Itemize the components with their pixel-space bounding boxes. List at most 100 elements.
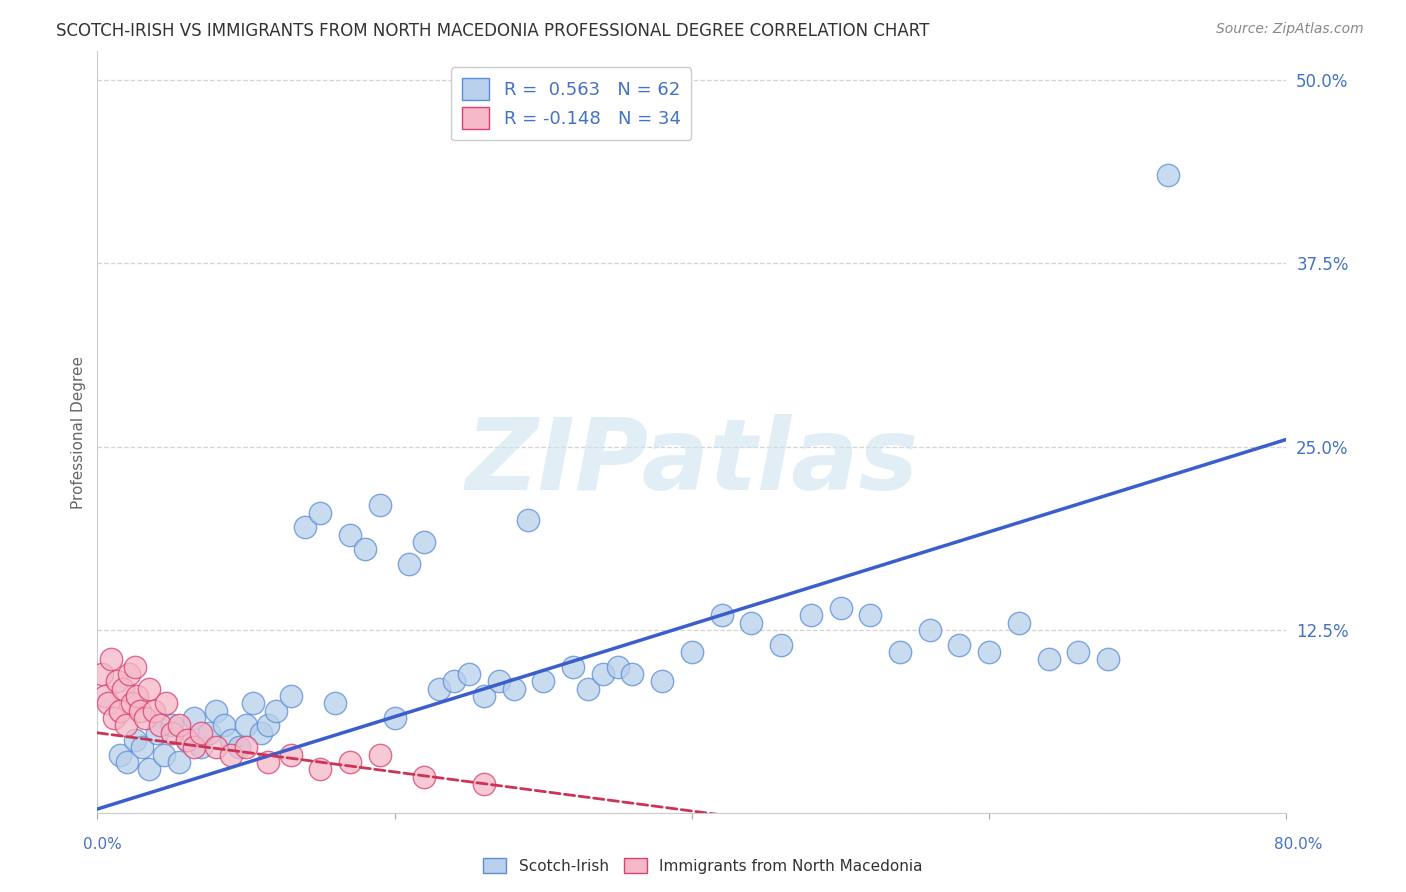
Point — [651, 674, 673, 689]
Point — [264, 704, 287, 718]
Text: ZIPatlas: ZIPatlas — [465, 414, 918, 511]
Point — [830, 601, 852, 615]
Point — [294, 520, 316, 534]
Point — [427, 681, 450, 696]
Point — [131, 740, 153, 755]
Point — [129, 704, 152, 718]
Point — [354, 542, 377, 557]
Point — [183, 740, 205, 755]
Point — [1038, 652, 1060, 666]
Point — [176, 733, 198, 747]
Point — [205, 740, 228, 755]
Point — [710, 608, 733, 623]
Point — [606, 660, 628, 674]
Point — [1067, 645, 1090, 659]
Point — [1097, 652, 1119, 666]
Point — [517, 513, 540, 527]
Point — [219, 733, 242, 747]
Point — [502, 681, 524, 696]
Point — [167, 718, 190, 732]
Legend: Scotch-Irish, Immigrants from North Macedonia: Scotch-Irish, Immigrants from North Mace… — [478, 852, 928, 880]
Point — [800, 608, 823, 623]
Point — [384, 711, 406, 725]
Point — [235, 718, 257, 732]
Point — [235, 740, 257, 755]
Point — [114, 718, 136, 732]
Point — [105, 674, 128, 689]
Point — [472, 689, 495, 703]
Point — [562, 660, 585, 674]
Y-axis label: Professional Degree: Professional Degree — [72, 356, 86, 508]
Point — [770, 638, 793, 652]
Point — [212, 718, 235, 732]
Point — [198, 726, 221, 740]
Point — [190, 726, 212, 740]
Point — [1008, 615, 1031, 630]
Point — [146, 726, 169, 740]
Point — [531, 674, 554, 689]
Point — [108, 704, 131, 718]
Point — [1156, 169, 1178, 183]
Point — [138, 681, 160, 696]
Point — [576, 681, 599, 696]
Point — [889, 645, 911, 659]
Point — [153, 747, 176, 762]
Point — [740, 615, 762, 630]
Point — [948, 638, 970, 652]
Point — [413, 770, 436, 784]
Point — [309, 763, 332, 777]
Point — [368, 747, 391, 762]
Point — [155, 697, 177, 711]
Point — [190, 740, 212, 755]
Point — [859, 608, 882, 623]
Point — [183, 711, 205, 725]
Point — [149, 718, 172, 732]
Point — [134, 711, 156, 725]
Point — [167, 755, 190, 769]
Point — [127, 689, 149, 703]
Point — [115, 755, 138, 769]
Point — [280, 747, 302, 762]
Text: Source: ZipAtlas.com: Source: ZipAtlas.com — [1216, 22, 1364, 37]
Point — [488, 674, 510, 689]
Text: SCOTCH-IRISH VS IMMIGRANTS FROM NORTH MACEDONIA PROFESSIONAL DEGREE CORRELATION : SCOTCH-IRISH VS IMMIGRANTS FROM NORTH MA… — [56, 22, 929, 40]
Point — [160, 726, 183, 740]
Text: 80.0%: 80.0% — [1274, 838, 1322, 852]
Point — [257, 718, 280, 732]
Point — [250, 726, 273, 740]
Point — [368, 499, 391, 513]
Point — [472, 777, 495, 791]
Point — [176, 733, 198, 747]
Point — [111, 681, 134, 696]
Point — [108, 747, 131, 762]
Point — [138, 763, 160, 777]
Point — [918, 623, 941, 637]
Text: 0.0%: 0.0% — [83, 838, 122, 852]
Point — [90, 667, 112, 681]
Legend: R =  0.563   N = 62, R = -0.148   N = 34: R = 0.563 N = 62, R = -0.148 N = 34 — [451, 67, 692, 140]
Point — [443, 674, 465, 689]
Point — [219, 747, 242, 762]
Point — [339, 528, 361, 542]
Point — [205, 704, 228, 718]
Point — [681, 645, 703, 659]
Point — [100, 652, 122, 666]
Point — [621, 667, 644, 681]
Point — [228, 740, 250, 755]
Point — [398, 557, 420, 571]
Point — [339, 755, 361, 769]
Point — [103, 711, 125, 725]
Point — [160, 718, 183, 732]
Point — [979, 645, 1001, 659]
Point — [592, 667, 614, 681]
Point — [242, 697, 264, 711]
Point — [142, 704, 165, 718]
Point — [458, 667, 481, 681]
Point — [94, 689, 117, 703]
Point — [309, 506, 332, 520]
Point — [124, 660, 146, 674]
Point — [323, 697, 346, 711]
Point — [280, 689, 302, 703]
Point — [257, 755, 280, 769]
Point — [413, 535, 436, 549]
